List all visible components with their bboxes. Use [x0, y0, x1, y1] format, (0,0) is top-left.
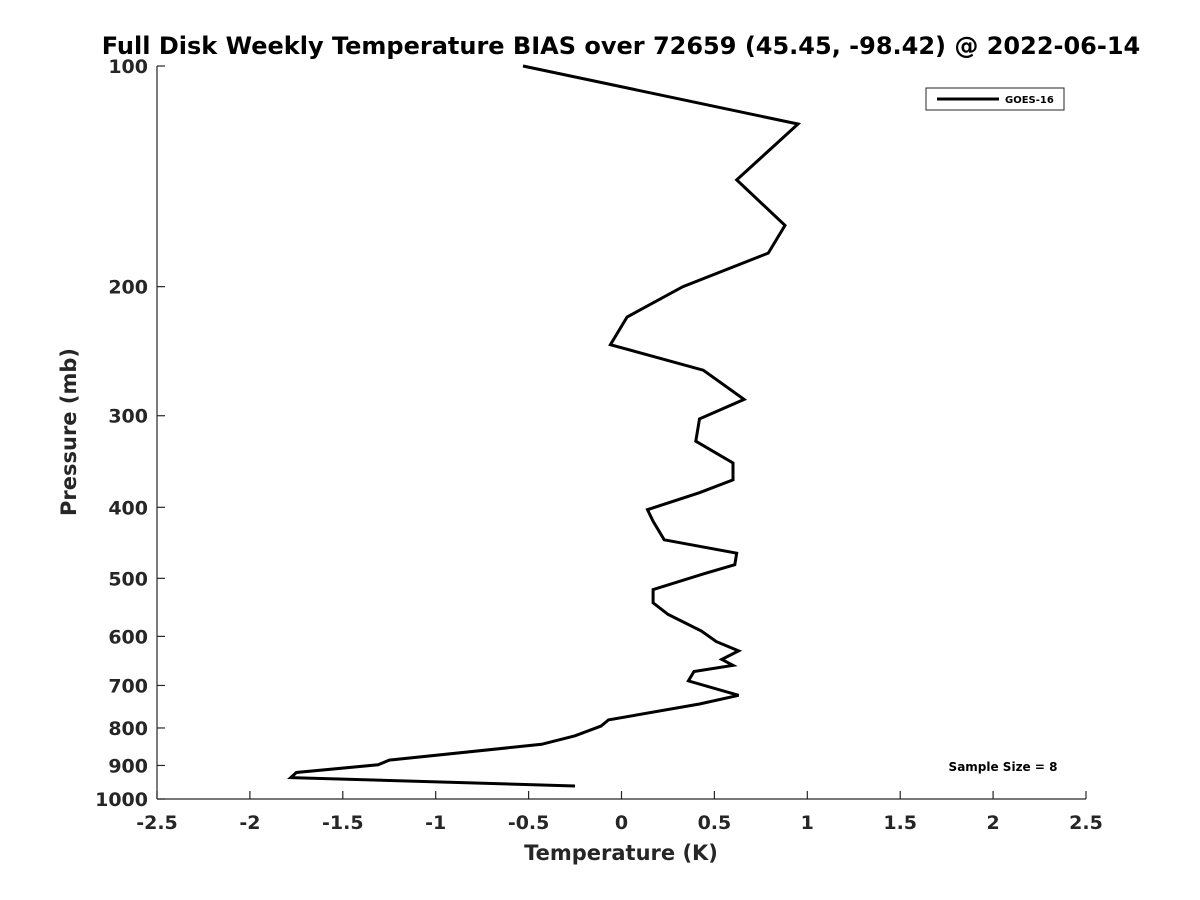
chart-title: Full Disk Weekly Temperature BIAS over 7… [102, 32, 1141, 60]
y-tick-label: 600 [108, 626, 148, 648]
x-tick-label: -1 [425, 812, 446, 834]
x-tick-label: 2 [986, 812, 999, 834]
y-tick-label: 200 [108, 277, 148, 299]
y-tick-label: 800 [108, 718, 148, 740]
x-tick-label: 1 [801, 812, 814, 834]
series-line-goes-16 [287, 64, 802, 788]
plot-axes [156, 66, 1086, 800]
plot-area [287, 64, 802, 788]
y-tick-label: 500 [108, 568, 148, 590]
sample-size-annotation: Sample Size = 8 [949, 760, 1058, 774]
x-tick-label: -1.5 [322, 812, 364, 834]
y-tick-label: 400 [108, 497, 148, 519]
y-tick-label: 1000 [95, 789, 148, 811]
y-tick-label: 900 [108, 755, 148, 777]
x-tick-label: 2.5 [1069, 812, 1103, 834]
y-tick-label: 700 [108, 675, 148, 697]
x-tick-label: 0 [615, 812, 628, 834]
x-axis-label: Temperature (K) [524, 841, 718, 865]
legend-entry-label: GOES-16 [1005, 95, 1054, 106]
x-ticks: -2.5 -2 -1.5 -1 -0.5 0 0.5 1 1.5 2 2.5 [136, 791, 1103, 834]
x-tick-label: 1.5 [883, 812, 917, 834]
x-tick-label: -0.5 [508, 812, 550, 834]
legend: GOES-16 [925, 87, 1065, 111]
x-tick-label: 0.5 [698, 812, 732, 834]
y-ticks: 100 200 300 400 500 600 700 800 900 1000 [95, 56, 165, 811]
y-tick-label: 300 [108, 406, 148, 428]
y-axis-label: Pressure (mb) [57, 348, 81, 516]
y-tick-label: 100 [108, 56, 148, 78]
x-tick-label: -2.5 [136, 812, 178, 834]
x-tick-label: -2 [239, 812, 260, 834]
